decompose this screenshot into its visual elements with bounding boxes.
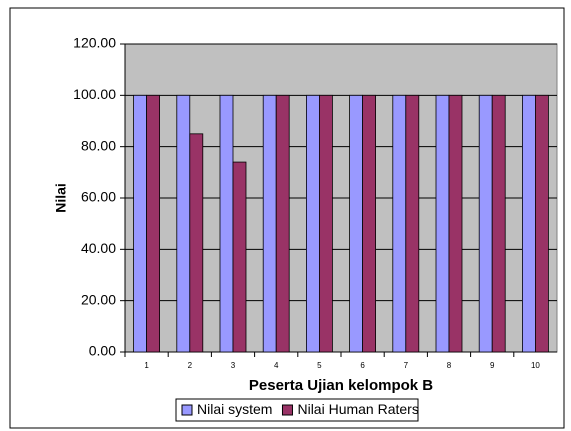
bar	[362, 94, 377, 353]
bar	[305, 94, 320, 353]
bar	[318, 94, 333, 353]
bar	[262, 94, 277, 353]
x-tick-label: 2	[188, 361, 193, 370]
y-tick-label: 80.00	[81, 137, 116, 153]
bar	[491, 94, 506, 353]
x-tick-label: 3	[231, 361, 236, 370]
bar	[392, 94, 407, 353]
bar	[535, 94, 549, 353]
bar	[146, 94, 161, 353]
legend-label: Nilai Human Raters	[297, 401, 418, 417]
x-axis-title: Peserta Ujian kelompok B	[249, 377, 433, 394]
legend-label: Nilai system	[197, 401, 272, 417]
x-tick-label: 1	[144, 361, 149, 370]
legend-swatch	[181, 404, 193, 416]
y-tick-label: 20.00	[81, 291, 116, 307]
y-tick-label: 100.00	[73, 86, 116, 102]
legend-box	[175, 398, 419, 422]
bar	[219, 94, 234, 353]
y-tick-label: 120.00	[73, 35, 116, 51]
x-tick-label: 10	[531, 361, 540, 370]
bar	[133, 94, 148, 353]
legend-swatch	[281, 404, 293, 416]
bar	[275, 94, 290, 353]
bar	[435, 94, 450, 353]
bar	[189, 133, 204, 353]
x-tick-label: 9	[490, 361, 495, 370]
bar	[522, 94, 536, 353]
y-axis-title: Nilai	[53, 183, 69, 213]
bar	[478, 94, 493, 353]
bar	[232, 161, 247, 353]
x-tick-label: 7	[404, 361, 409, 370]
x-tick-label: 8	[447, 361, 452, 370]
bar	[448, 94, 463, 353]
bar	[405, 94, 420, 353]
x-tick-label: 6	[360, 361, 365, 370]
x-tick-label: 4	[274, 361, 279, 370]
y-tick-label: 0.00	[89, 343, 116, 359]
bar	[349, 94, 364, 353]
y-tick-label: 60.00	[81, 189, 116, 205]
x-tick-label: 5	[317, 361, 322, 370]
bar	[176, 94, 191, 353]
y-tick-label: 40.00	[81, 240, 116, 256]
